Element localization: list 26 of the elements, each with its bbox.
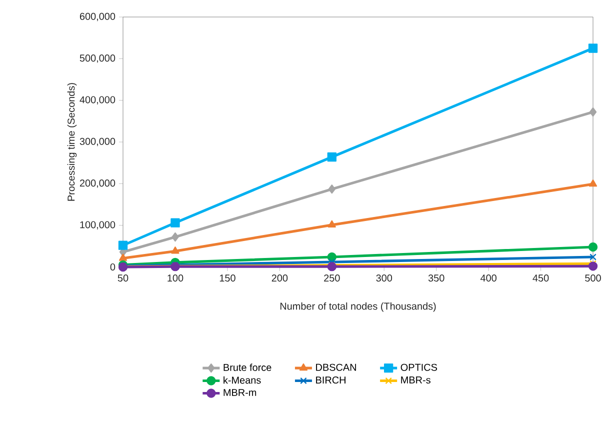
- y-tick-label: 200,000: [80, 180, 116, 188]
- x-tick-label: 150: [220, 274, 236, 282]
- legend-label: BIRCH: [316, 376, 346, 384]
- y-tick-label: 100,000: [80, 221, 116, 230]
- legend-label: MBR-m: [224, 389, 256, 396]
- x-tick-label: 200: [272, 274, 288, 282]
- legend-label: k-Means: [224, 376, 261, 384]
- x-tick-label: 400: [480, 274, 496, 282]
- y-tick-label: 500,000: [80, 54, 116, 63]
- x-tick-label: 100: [168, 274, 184, 282]
- legend-label: OPTICS: [400, 364, 437, 371]
- x-tick-label: 300: [376, 274, 392, 282]
- y-tick-label: 300,000: [80, 138, 116, 146]
- y-tick-label: 600,000: [80, 12, 116, 22]
- x-tick-label: 50: [118, 274, 128, 282]
- legend-label: MBR-s: [401, 376, 430, 384]
- x-tick-label: 350: [428, 274, 444, 282]
- x-axis-title: Number of total nodes (Thousands): [280, 302, 436, 312]
- y-tick-label: 400,000: [80, 96, 116, 104]
- x-tick-label: 450: [532, 274, 549, 282]
- y-axis-title: Processing time (Seconds): [67, 83, 77, 201]
- x-tick-label: 500: [585, 274, 601, 282]
- legend-label: DBSCAN: [316, 364, 356, 371]
- x-tick-label: 250: [324, 274, 340, 282]
- y-tick-label: 0: [110, 263, 116, 271]
- legend-label: Brute force: [224, 364, 272, 371]
